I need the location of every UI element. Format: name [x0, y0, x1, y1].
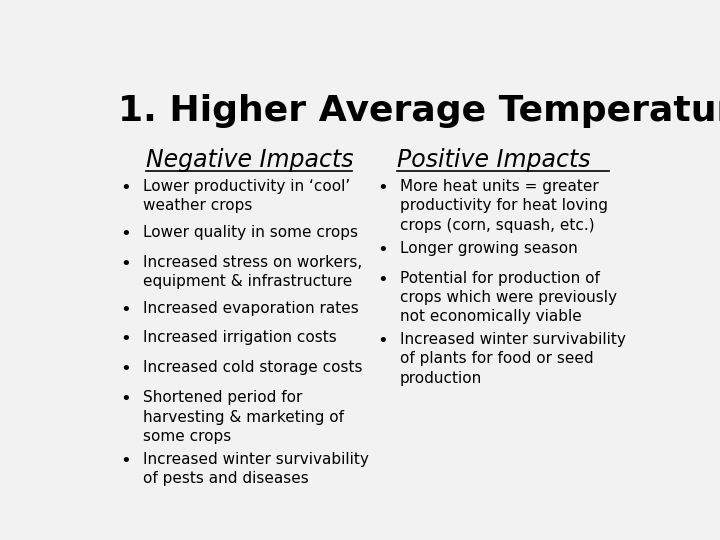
Text: Increased winter survivability
of pests and diseases: Increased winter survivability of pests … — [143, 452, 369, 486]
Text: Positive Impacts: Positive Impacts — [397, 148, 590, 172]
Text: Increased evaporation rates: Increased evaporation rates — [143, 301, 359, 315]
Text: •: • — [121, 330, 132, 348]
Text: •: • — [121, 255, 132, 273]
Text: Negative Impacts: Negative Impacts — [145, 148, 354, 172]
Text: •: • — [121, 301, 132, 319]
Text: Increased stress on workers,
equipment & infrastructure: Increased stress on workers, equipment &… — [143, 255, 362, 289]
Text: Longer growing season: Longer growing season — [400, 241, 577, 255]
Text: Increased cold storage costs: Increased cold storage costs — [143, 360, 362, 375]
Text: Lower productivity in ‘cool’
weather crops: Lower productivity in ‘cool’ weather cro… — [143, 179, 350, 213]
Text: •: • — [121, 452, 132, 470]
Text: Increased winter survivability
of plants for food or seed
production: Increased winter survivability of plants… — [400, 332, 626, 386]
Text: •: • — [121, 360, 132, 379]
Text: •: • — [121, 179, 132, 197]
Text: •: • — [377, 241, 388, 259]
Text: Increased irrigation costs: Increased irrigation costs — [143, 330, 337, 346]
Text: 1. Higher Average Temperatures: 1. Higher Average Temperatures — [118, 94, 720, 128]
Text: •: • — [377, 332, 388, 350]
Text: •: • — [377, 271, 388, 288]
Text: Lower quality in some crops: Lower quality in some crops — [143, 225, 358, 240]
Text: •: • — [121, 390, 132, 408]
Text: •: • — [121, 225, 132, 243]
Text: Potential for production of
crops which were previously
not economically viable: Potential for production of crops which … — [400, 271, 617, 324]
Text: •: • — [377, 179, 388, 197]
Text: More heat units = greater
productivity for heat loving
crops (corn, squash, etc.: More heat units = greater productivity f… — [400, 179, 608, 233]
Text: Shortened period for
harvesting & marketing of
some crops: Shortened period for harvesting & market… — [143, 390, 344, 444]
